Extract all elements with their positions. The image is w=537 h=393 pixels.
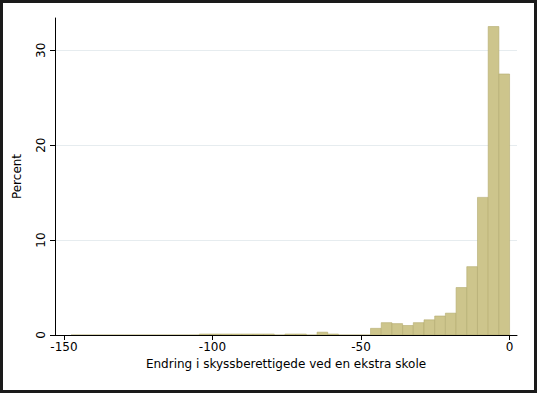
svg-text:Percent: Percent xyxy=(10,154,24,199)
svg-text:0: 0 xyxy=(34,331,48,339)
svg-text:10: 10 xyxy=(34,232,48,247)
svg-text:0: 0 xyxy=(506,340,514,354)
svg-text:30: 30 xyxy=(34,43,48,58)
svg-text:-50: -50 xyxy=(351,340,371,354)
svg-text:20: 20 xyxy=(34,138,48,153)
svg-text:Endring i skyssberettigede ved: Endring i skyssberettigede ved en ekstra… xyxy=(146,357,426,371)
svg-text:-150: -150 xyxy=(50,340,77,354)
svg-text:-100: -100 xyxy=(199,340,226,354)
